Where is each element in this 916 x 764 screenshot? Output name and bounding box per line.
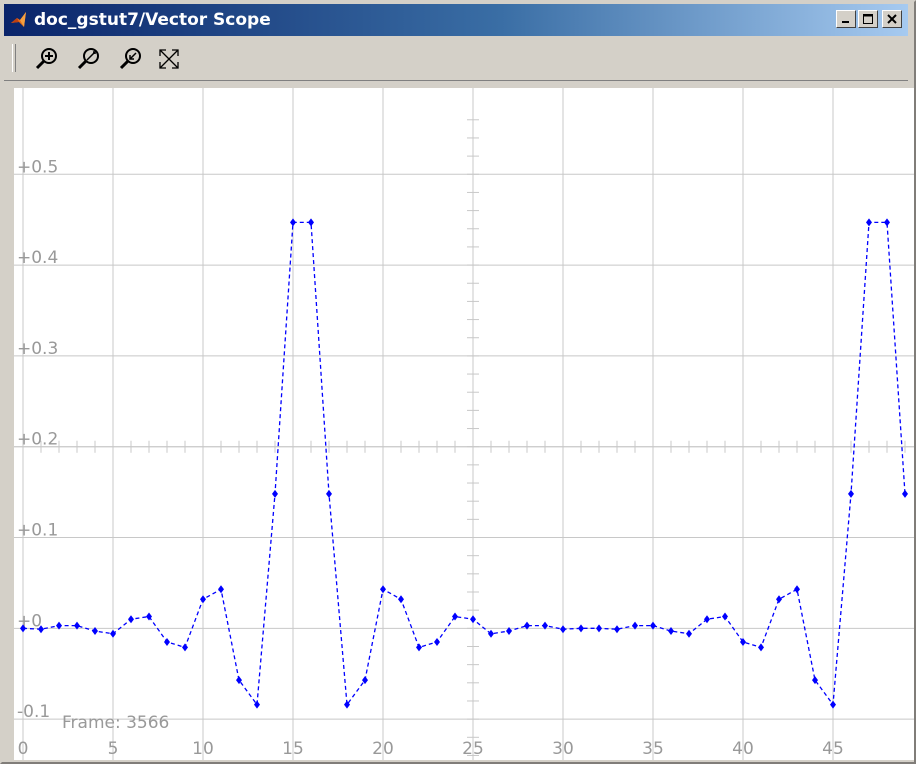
data-point <box>452 612 458 621</box>
maximize-icon <box>863 14 873 24</box>
data-point <box>470 615 476 624</box>
data-point <box>434 637 440 646</box>
x-tick-label: 45 <box>822 739 844 759</box>
matlab-logo-icon <box>11 12 26 27</box>
data-point <box>686 629 692 638</box>
data-point <box>128 615 134 624</box>
data-point <box>110 629 116 638</box>
y-tick-label: -0.1 <box>17 702 50 722</box>
x-tick-label: 10 <box>192 739 214 759</box>
data-point <box>776 595 782 604</box>
data-point <box>362 676 368 685</box>
data-point <box>74 621 80 630</box>
data-point <box>92 627 98 636</box>
data-point <box>596 624 602 633</box>
toolbar <box>4 36 908 81</box>
data-point <box>902 489 908 498</box>
data-point <box>722 612 728 621</box>
data-point <box>38 625 44 634</box>
x-tick-label: 15 <box>282 739 304 759</box>
y-tick-label: +0.5 <box>17 157 58 177</box>
x-tick-label: 40 <box>732 739 754 759</box>
zoom-y-icon[interactable] <box>118 46 144 72</box>
data-point <box>182 643 188 652</box>
data-point <box>794 585 800 594</box>
close-button[interactable] <box>882 10 902 28</box>
data-point <box>200 595 206 604</box>
data-point <box>758 643 764 652</box>
y-tick-label: +0.1 <box>17 521 58 541</box>
x-tick-label: 25 <box>462 739 484 759</box>
data-point <box>632 621 638 630</box>
data-point <box>506 627 512 636</box>
window-title: doc_gstut7/Vector Scope <box>34 10 271 30</box>
data-point <box>146 612 152 621</box>
autoscale-icon[interactable] <box>156 46 182 72</box>
x-tick-label: 0 <box>18 739 29 759</box>
data-point <box>290 218 296 227</box>
x-tick-label: 30 <box>552 739 574 759</box>
data-point <box>398 595 404 604</box>
data-point <box>614 625 620 634</box>
minimize-button[interactable] <box>836 10 856 28</box>
series-line <box>22 221 906 707</box>
x-tick-label: 20 <box>372 739 394 759</box>
maximize-button[interactable] <box>858 10 878 28</box>
data-point <box>218 585 224 594</box>
plot-area[interactable]: +0.5 +0.4 +0.3 +0.2 +0.1 +0 -0.1 0 5 10 15 20 25 30 35… <box>14 88 914 760</box>
data-point <box>254 700 260 709</box>
y-tick-label: +0.2 <box>17 430 58 450</box>
data-point <box>236 676 242 685</box>
data-point <box>668 627 674 636</box>
y-tick-label: +0.4 <box>17 248 58 268</box>
data-point <box>164 637 170 646</box>
vector-scope-chart: +0.5+0.4+0.3+0.2+0.1+0-0.10 5 10 15 20 25 30 35… <box>14 88 914 760</box>
data-point <box>848 489 854 498</box>
zoom-in-icon[interactable] <box>34 46 60 72</box>
data-point <box>650 621 656 630</box>
data-point <box>560 625 566 634</box>
data-point <box>830 700 836 709</box>
data-point <box>416 643 422 652</box>
data-point <box>542 621 548 630</box>
data-point <box>380 585 386 594</box>
data-point <box>866 218 872 227</box>
data-point <box>308 218 314 227</box>
title-bar[interactable]: doc_gstut7/Vector Scope <box>4 4 908 36</box>
data-point <box>488 629 494 638</box>
x-tick-label: 35 <box>642 739 664 759</box>
data-point <box>740 637 746 646</box>
y-tick-label: +0.3 <box>17 339 58 359</box>
data-point <box>326 489 332 498</box>
data-point <box>272 489 278 498</box>
data-point <box>578 624 584 633</box>
data-point <box>704 615 710 624</box>
zoom-x-icon[interactable] <box>76 46 102 72</box>
frame-counter-label: Frame: 3566 <box>62 713 169 733</box>
data-point <box>20 624 26 633</box>
data-point <box>812 676 818 685</box>
data-point <box>884 218 890 227</box>
data-point <box>524 621 530 630</box>
toolbar-grip <box>12 44 16 72</box>
data-point <box>56 621 62 630</box>
x-tick-label: 5 <box>108 739 119 759</box>
minimize-icon <box>842 21 849 23</box>
close-icon <box>887 14 897 24</box>
data-point <box>344 700 350 709</box>
